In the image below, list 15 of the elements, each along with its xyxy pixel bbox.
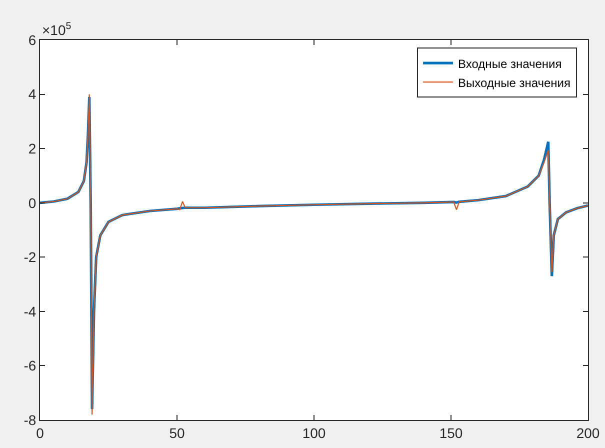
x-tick-label: 150 — [439, 424, 463, 441]
y-tick-label: 4 — [28, 86, 36, 102]
y-tick-label: -2 — [24, 249, 36, 266]
y-tick-label: -8 — [24, 412, 36, 428]
y-tick-label: -6 — [24, 358, 36, 374]
x-tick-label: 200 — [576, 424, 600, 441]
legend-label: Входные значения — [458, 56, 562, 71]
y-axis-title: ×10$^{5}$ — [42, 21, 72, 38]
x-tick-label: 50 — [169, 424, 185, 441]
legend-label: Выходные значения — [458, 76, 571, 90]
x-tick-label: 100 — [302, 424, 326, 441]
y-tick-label: 0 — [28, 194, 36, 211]
y-tick-label: -4 — [24, 303, 36, 320]
y-tick-label: 6 — [28, 32, 36, 48]
y-tick-label: 2 — [28, 140, 36, 156]
